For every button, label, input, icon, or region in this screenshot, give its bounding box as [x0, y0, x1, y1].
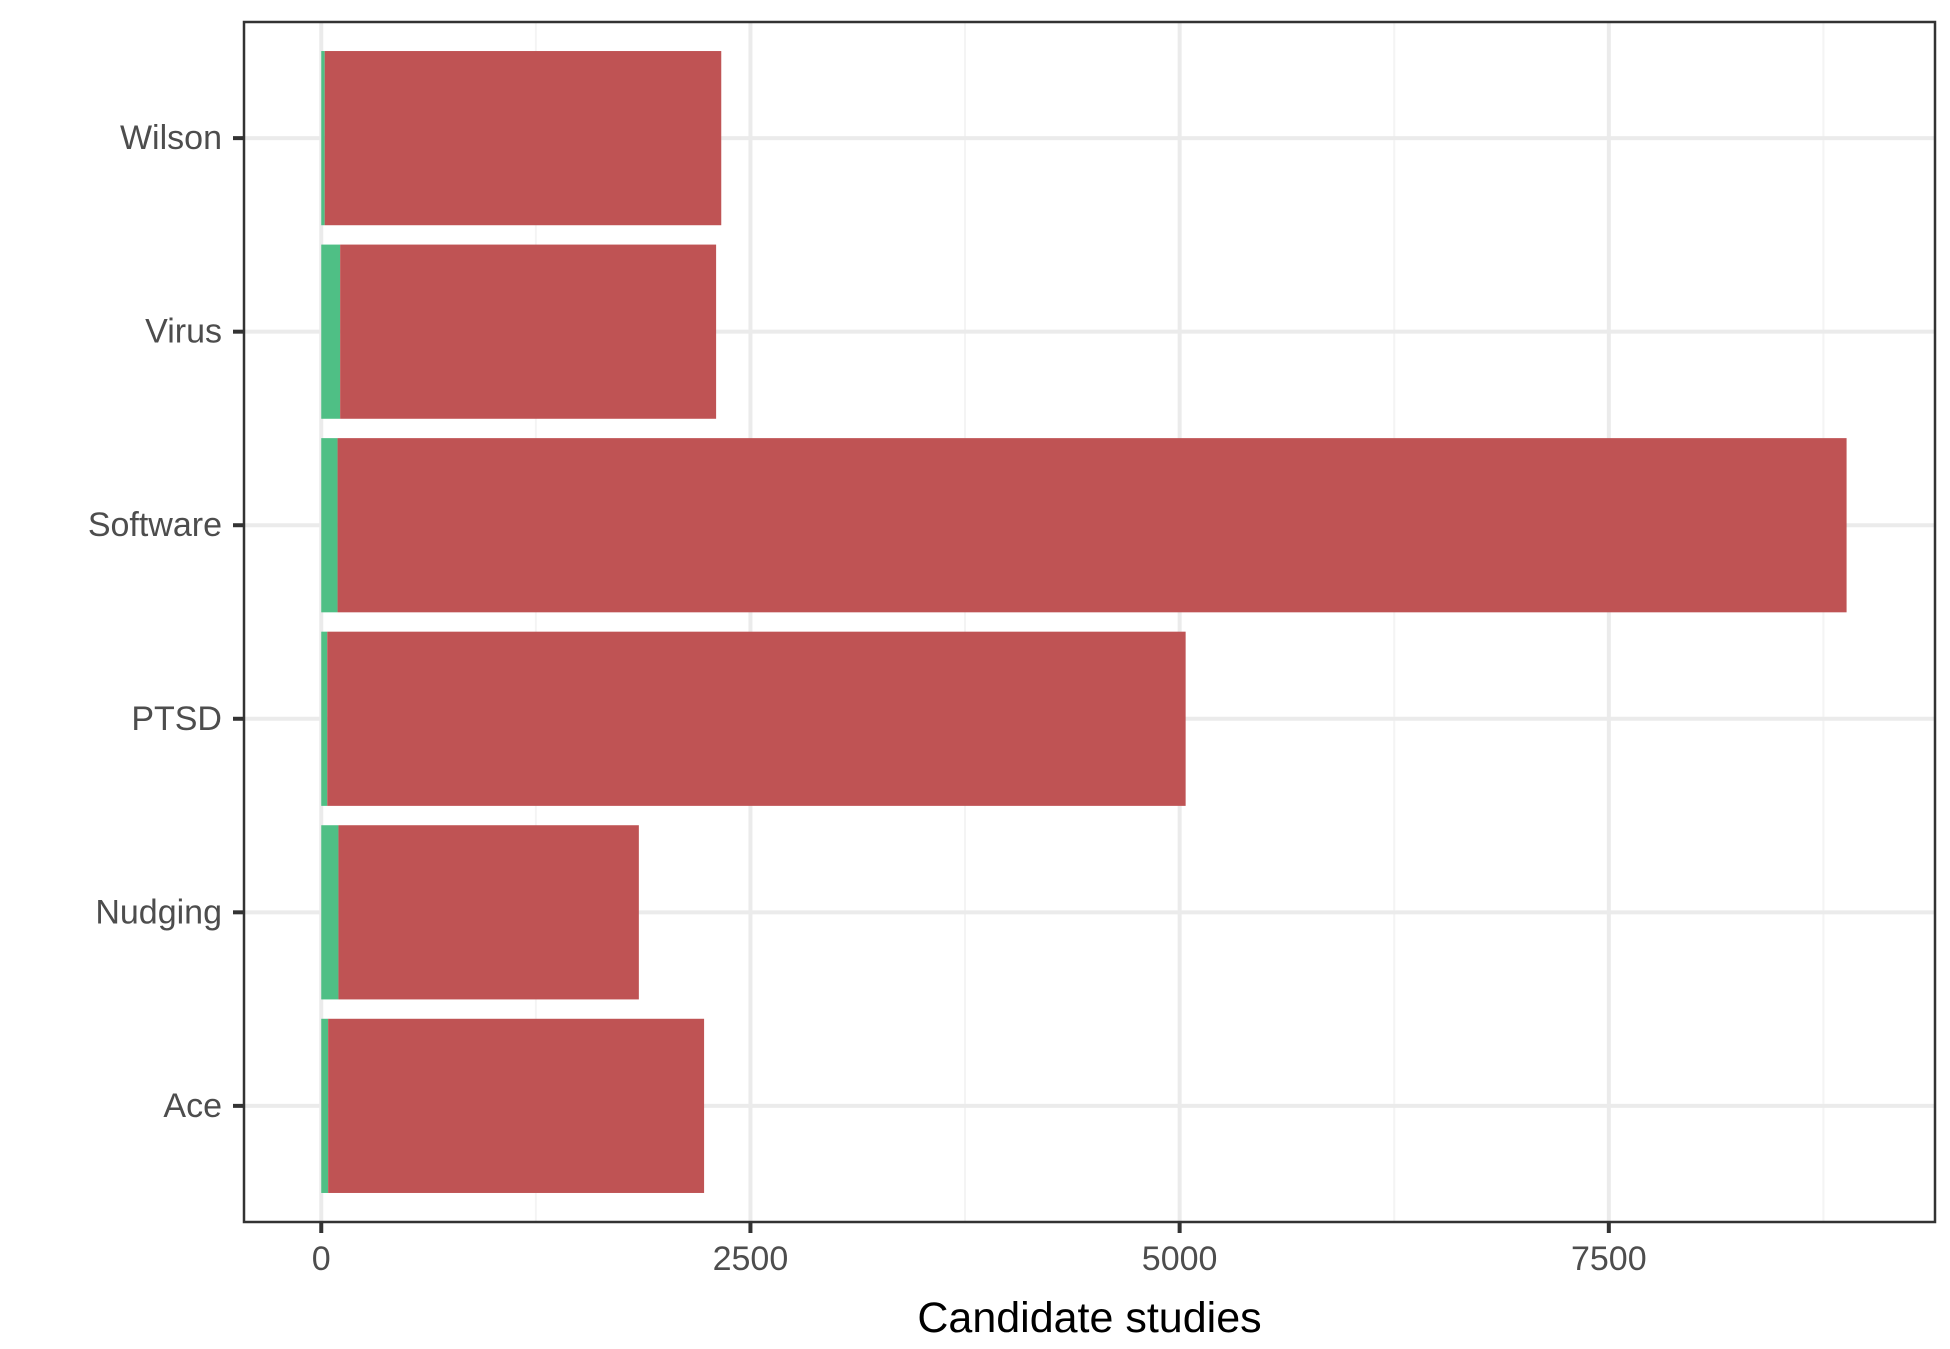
y-tick-label: Wilson — [120, 119, 222, 157]
bar-ptsd-segment-1 — [321, 631, 328, 806]
bar-wilson-segment-1 — [321, 51, 325, 226]
bar-nudging-segment-1 — [321, 825, 339, 1000]
y-axis: Ace Nudging PTSD Software Virus Wilson — [88, 119, 244, 1125]
bar-ptsd-segment-2 — [327, 631, 1186, 806]
bar-ace-segment-1 — [321, 1018, 329, 1193]
bar-wilson-segment-2 — [324, 51, 722, 226]
x-tick-label: 0 — [312, 1240, 331, 1278]
y-tick-label: Virus — [145, 313, 222, 351]
x-axis: 0 2500 5000 7500 — [312, 1222, 1647, 1278]
x-tick-label: 2500 — [713, 1240, 789, 1278]
bar-ace-segment-2 — [328, 1018, 705, 1193]
y-tick-label: PTSD — [131, 700, 222, 738]
x-tick-label: 5000 — [1142, 1240, 1218, 1278]
bar-virus-segment-2 — [340, 244, 717, 419]
bar-software-segment-1 — [321, 438, 338, 613]
x-tick-label: 7500 — [1571, 1240, 1647, 1278]
bar-virus-segment-1 — [321, 244, 341, 419]
x-axis-title: Candidate studies — [917, 1294, 1261, 1342]
y-tick-label: Nudging — [95, 893, 222, 931]
bars — [321, 51, 1847, 1193]
y-tick-label: Software — [88, 506, 222, 544]
panel-border — [242, 20, 1937, 1224]
bar-software-segment-2 — [337, 438, 1847, 613]
bar-nudging-segment-2 — [338, 825, 639, 1000]
y-tick-label: Ace — [163, 1087, 222, 1125]
